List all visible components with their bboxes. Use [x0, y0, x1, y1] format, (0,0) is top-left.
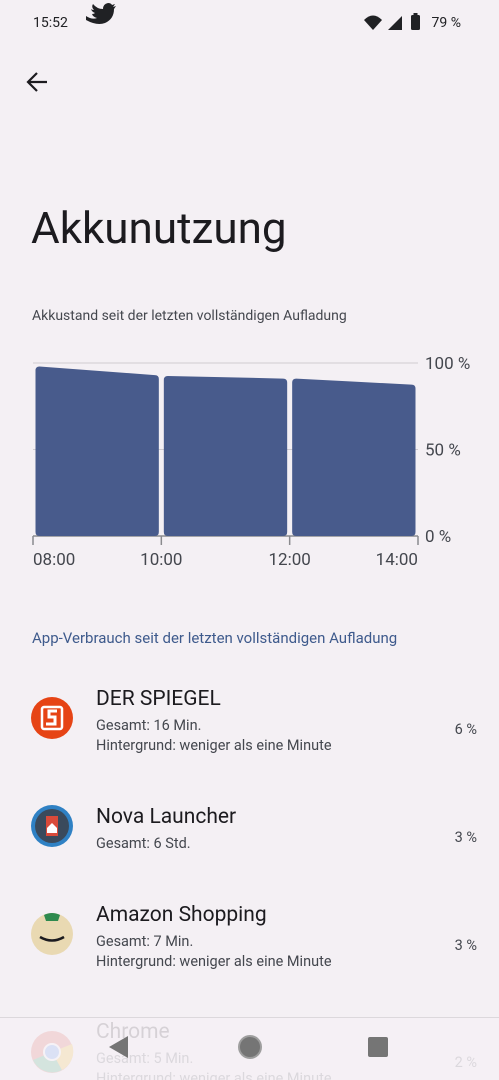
nova-icon	[31, 805, 73, 847]
back-button[interactable]	[26, 72, 47, 92]
app-detail: Hintergrund: weniger als eine Minute	[96, 737, 332, 754]
battery-segment	[292, 378, 416, 536]
status-time: 15:52	[33, 15, 68, 31]
app-percent: 3 %	[455, 937, 477, 954]
icon-roof	[47, 823, 57, 833]
amazon-icon	[31, 913, 73, 955]
app-percent: 3 %	[455, 829, 477, 846]
icon-smile	[39, 935, 65, 942]
app-detail: Gesamt: 6 Std.	[96, 835, 191, 852]
icon-s	[46, 709, 57, 726]
content: 15:52 79 % Akkunutzung Akkustand seit de…	[26, 3, 477, 1080]
app-name: Amazon Shopping	[96, 903, 267, 927]
y-tick-label: 0 %	[425, 527, 451, 547]
signal-icon	[388, 16, 402, 30]
wifi-icon	[364, 15, 382, 30]
status-battery: 79 %	[432, 15, 461, 31]
app-row[interactable]: DER SPIEGEL Gesamt: 16 Min. Hintergrund: w…	[96, 687, 477, 754]
icon-bg	[31, 913, 73, 955]
section-header: App-Verbrauch seit der letzten vollständ…	[32, 629, 397, 647]
battery-segment	[163, 375, 288, 536]
nav-back[interactable]	[109, 1036, 128, 1058]
battery-icon	[411, 15, 420, 30]
app-row[interactable]: Nova Launcher Gesamt: 6 Std. 3 %	[96, 805, 477, 852]
app-detail: Gesamt: 16 Min.	[96, 717, 201, 734]
x-tick-label: 14:00	[376, 550, 418, 570]
icon-tape	[44, 913, 60, 921]
navigation-bar	[0, 1017, 499, 1080]
twitter-icon	[86, 3, 116, 24]
chart-subtitle: Akkustand seit der letzten vollständigen…	[32, 308, 347, 324]
app-percent: 6 %	[455, 721, 477, 738]
app-name: Nova Launcher	[96, 805, 236, 829]
nav-recents[interactable]	[368, 1037, 388, 1057]
spiegel-icon	[31, 697, 73, 739]
nav-home[interactable]	[238, 1035, 262, 1059]
back-arrow[interactable]	[26, 72, 47, 92]
battery-icon-tip	[413, 13, 418, 16]
y-tick-label: 100 %	[425, 354, 470, 374]
battery-segment	[35, 366, 159, 536]
page-title: Akkunutzung	[31, 202, 287, 254]
app-name: DER SPIEGEL	[96, 687, 221, 711]
x-tick-label: 10:00	[140, 550, 182, 570]
icon-frame	[40, 705, 64, 731]
app-detail: Hintergrund: weniger als eine Minute	[96, 953, 332, 970]
app-row[interactable]: Amazon Shopping Gesamt: 7 Min. Hintergrund…	[96, 903, 477, 970]
app-detail: Gesamt: 7 Min.	[96, 933, 193, 950]
y-tick-label: 50 %	[425, 441, 461, 461]
x-tick-label: 12:00	[268, 550, 310, 570]
x-tick-label: 08:00	[33, 550, 75, 570]
